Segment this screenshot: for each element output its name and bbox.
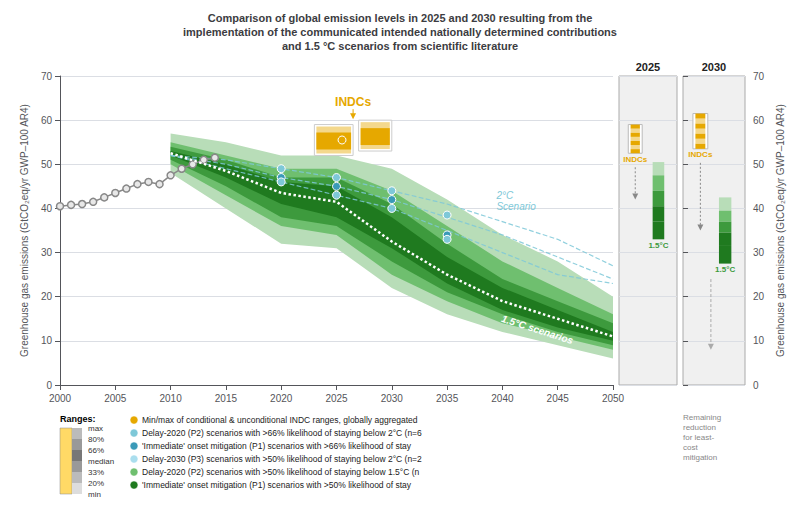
svg-text:mitigation: mitigation (683, 453, 717, 462)
svg-text:'Immediate' onset mitigation (: 'Immediate' onset mitigation (P1) scenar… (142, 480, 412, 490)
svg-text:2005: 2005 (104, 393, 127, 404)
svg-text:50: 50 (753, 159, 765, 170)
svg-text:2050: 2050 (602, 393, 625, 404)
svg-text:66%: 66% (88, 446, 104, 455)
svg-text:70: 70 (41, 71, 53, 82)
svg-text:0: 0 (46, 380, 52, 391)
svg-text:33%: 33% (88, 468, 104, 477)
svg-text:Delay-2020 (P2) scenarios with: Delay-2020 (P2) scenarios with >50% like… (142, 467, 419, 477)
svg-text:2°C: 2°C (495, 190, 514, 201)
svg-text:2030: 2030 (702, 61, 726, 73)
svg-text:1.5°C: 1.5°C (648, 241, 668, 250)
svg-text:20: 20 (753, 291, 765, 302)
svg-text:2025: 2025 (636, 61, 660, 73)
svg-text:reduction: reduction (683, 423, 716, 432)
svg-text:2030: 2030 (381, 393, 404, 404)
svg-text:20: 20 (41, 291, 53, 302)
svg-text:for least-: for least- (683, 433, 714, 442)
svg-text:Ranges:: Ranges: (60, 414, 96, 424)
svg-text:1.5°C: 1.5°C (715, 265, 735, 274)
svg-text:10: 10 (41, 335, 53, 346)
svg-text:min: min (88, 490, 101, 499)
svg-text:10: 10 (753, 335, 765, 346)
svg-text:INDCs: INDCs (335, 95, 371, 109)
svg-text:implementation of the communic: implementation of the communicated inten… (183, 26, 617, 38)
svg-text:2045: 2045 (547, 393, 570, 404)
svg-text:INDCs: INDCs (623, 155, 648, 164)
svg-text:cost: cost (683, 443, 698, 452)
svg-text:50: 50 (41, 159, 53, 170)
svg-text:Greenhouse gas emissions (GtCO: Greenhouse gas emissions (GtCO₂eq/yr GWP… (775, 104, 786, 357)
svg-text:Delay-2030 (P3) scenarios with: Delay-2030 (P3) scenarios with >50% like… (142, 454, 422, 464)
svg-text:'Immediate' onset mitigation (: 'Immediate' onset mitigation (P1) scenar… (142, 441, 412, 451)
svg-text:INDCs: INDCs (688, 150, 713, 159)
svg-text:60: 60 (41, 115, 53, 126)
svg-text:median: median (88, 457, 114, 466)
svg-text:Scenario: Scenario (496, 201, 536, 212)
svg-text:20%: 20% (88, 479, 104, 488)
svg-text:30: 30 (41, 247, 53, 258)
svg-text:0: 0 (753, 380, 759, 391)
svg-text:Delay-2020 (P2) scenarios with: Delay-2020 (P2) scenarios with >66% like… (142, 428, 422, 438)
svg-text:Greenhouse gas emissions (GtCO: Greenhouse gas emissions (GtCO₂eq/yr GWP… (19, 104, 30, 357)
svg-text:Comparison of global emission: Comparison of global emission levels in … (208, 12, 593, 24)
svg-text:2035: 2035 (436, 393, 459, 404)
svg-text:Remaining: Remaining (683, 413, 721, 422)
svg-text:40: 40 (41, 203, 53, 214)
svg-text:30: 30 (753, 247, 765, 258)
svg-text:70: 70 (753, 71, 765, 82)
svg-text:60: 60 (753, 115, 765, 126)
svg-text:2010: 2010 (159, 393, 182, 404)
svg-text:2025: 2025 (325, 393, 348, 404)
svg-text:2040: 2040 (491, 393, 514, 404)
svg-text:max: max (88, 424, 103, 433)
svg-text:40: 40 (753, 203, 765, 214)
svg-text:1.5°C scenarios: 1.5°C scenarios (500, 313, 575, 346)
svg-text:2015: 2015 (215, 393, 238, 404)
svg-text:Min/max of conditional & uncon: Min/max of conditional & unconditional I… (142, 415, 418, 425)
svg-text:2000: 2000 (49, 393, 72, 404)
svg-text:and 1.5 °C scenarios from scie: and 1.5 °C scenarios from scientific lit… (282, 40, 518, 52)
svg-text:80%: 80% (88, 435, 104, 444)
svg-text:2020: 2020 (270, 393, 293, 404)
